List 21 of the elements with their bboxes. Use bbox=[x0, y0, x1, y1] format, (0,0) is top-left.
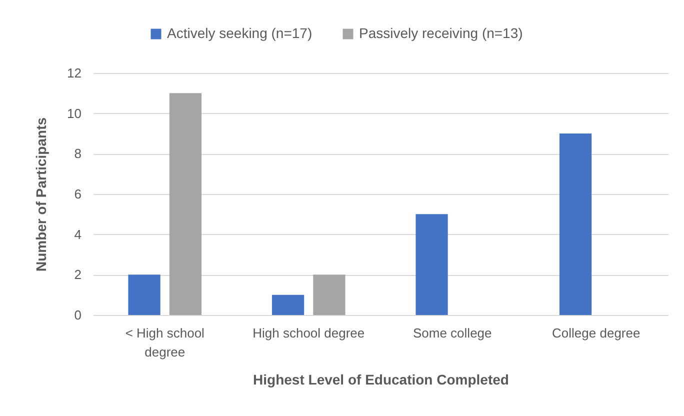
x-tick-label: Some college bbox=[412, 326, 492, 340]
y-tick-label: 10 bbox=[67, 106, 82, 121]
bar bbox=[313, 274, 346, 315]
bar bbox=[416, 214, 448, 315]
x-tick-label: < High school degree bbox=[125, 326, 205, 360]
x-axis-title: Highest Level of Education Completed bbox=[253, 372, 509, 388]
x-tick-label: High school degree bbox=[252, 326, 365, 340]
bar bbox=[559, 134, 592, 315]
y-tick-label: 2 bbox=[74, 267, 82, 282]
y-tick-label: 0 bbox=[74, 308, 82, 322]
bar bbox=[272, 294, 304, 315]
legend-label: Passively receiving (n=13) bbox=[359, 25, 523, 41]
legend-label: Actively seeking (n=17) bbox=[167, 25, 312, 41]
x-tick-label: College degree bbox=[552, 326, 640, 340]
bar bbox=[128, 274, 160, 315]
bar bbox=[169, 93, 202, 315]
y-tick-label: 6 bbox=[74, 186, 82, 202]
y-tick-label: 12 bbox=[67, 66, 82, 80]
y-tick-label: 8 bbox=[74, 146, 82, 162]
y-tick-label: 4 bbox=[74, 226, 82, 242]
y-axis-title: Number of Participants bbox=[33, 117, 50, 272]
